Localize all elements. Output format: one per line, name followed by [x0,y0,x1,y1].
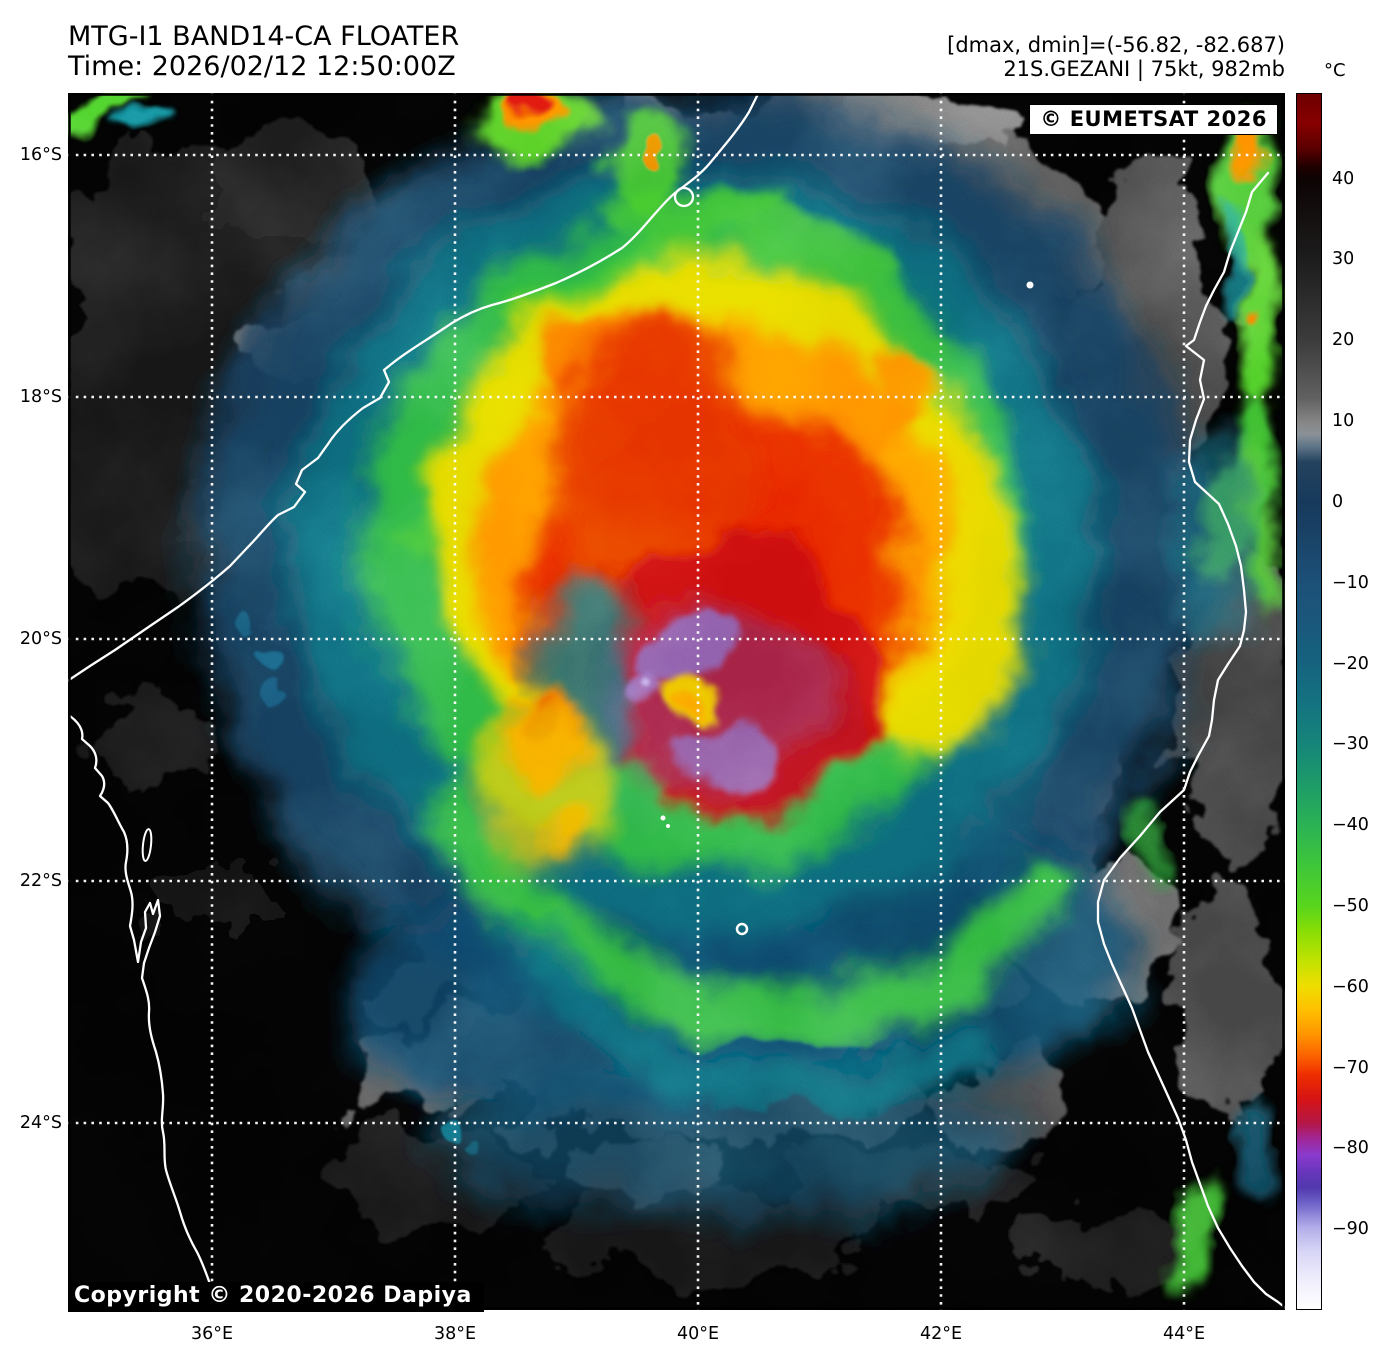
lat-label: 22°S [19,871,62,891]
lon-label: 36°E [190,1324,234,1344]
satellite-image [68,93,1285,1310]
lat-label: 18°S [19,387,62,407]
colorbar-tick: −50 [1332,895,1369,916]
colorbar-tick: −70 [1332,1057,1369,1078]
lon-label: 38°E [433,1324,477,1344]
storm-status-readout: 21S.GEZANI | 75kt, 982mb [1003,57,1285,81]
lon-label: 42°E [919,1324,963,1344]
colorbar-tick: 10 [1332,411,1355,432]
colorbar-tick: −90 [1332,1219,1369,1240]
colorbar-unit-label: °C [1324,60,1346,81]
lon-label: 40°E [676,1324,720,1344]
colorbar-tick: −60 [1332,976,1369,997]
timestamp: Time: 2026/02/12 12:50:00Z [68,51,456,82]
temperature-colorbar [1296,93,1322,1310]
ir-imagery-canvas [68,93,1285,1310]
copyright-notice: Copyright © 2020-2026 Dapiya [68,1282,484,1312]
eumetsat-watermark: © EUMETSAT 2026 [1029,104,1278,135]
colorbar-tick: −40 [1332,815,1369,836]
colorbar-tick: −10 [1332,572,1369,593]
colorbar-tick: 30 [1332,249,1355,270]
colorbar-tick: −80 [1332,1138,1369,1159]
colorbar-tick: 20 [1332,330,1355,351]
coastline-madagascar [1096,171,1285,1309]
colorbar-tick: −20 [1332,653,1369,674]
dmax-dmin-readout: [dmax, dmin]=(-56.82, -82.687) [947,33,1285,57]
lat-label: 20°S [19,629,62,649]
bright-specks [660,281,1034,936]
axes-frame [68,93,1285,1310]
coastal-lagoon-outline [673,186,695,208]
colorbar-tick: 40 [1332,168,1355,189]
lon-label: 44°E [1162,1324,1206,1344]
page-title: MTG-I1 BAND14-CA FLOATER [68,21,460,52]
colorbar-tick: 0 [1332,491,1344,512]
coastline-africa-south [68,714,218,1310]
graticule-grid-lines [68,93,1285,1310]
barrier-island-outline [141,828,153,862]
sensor-grain-texture [68,93,1285,1310]
lat-label: 16°S [19,145,62,165]
lat-label: 24°S [19,1113,62,1133]
colorbar-tick: −30 [1332,734,1369,755]
